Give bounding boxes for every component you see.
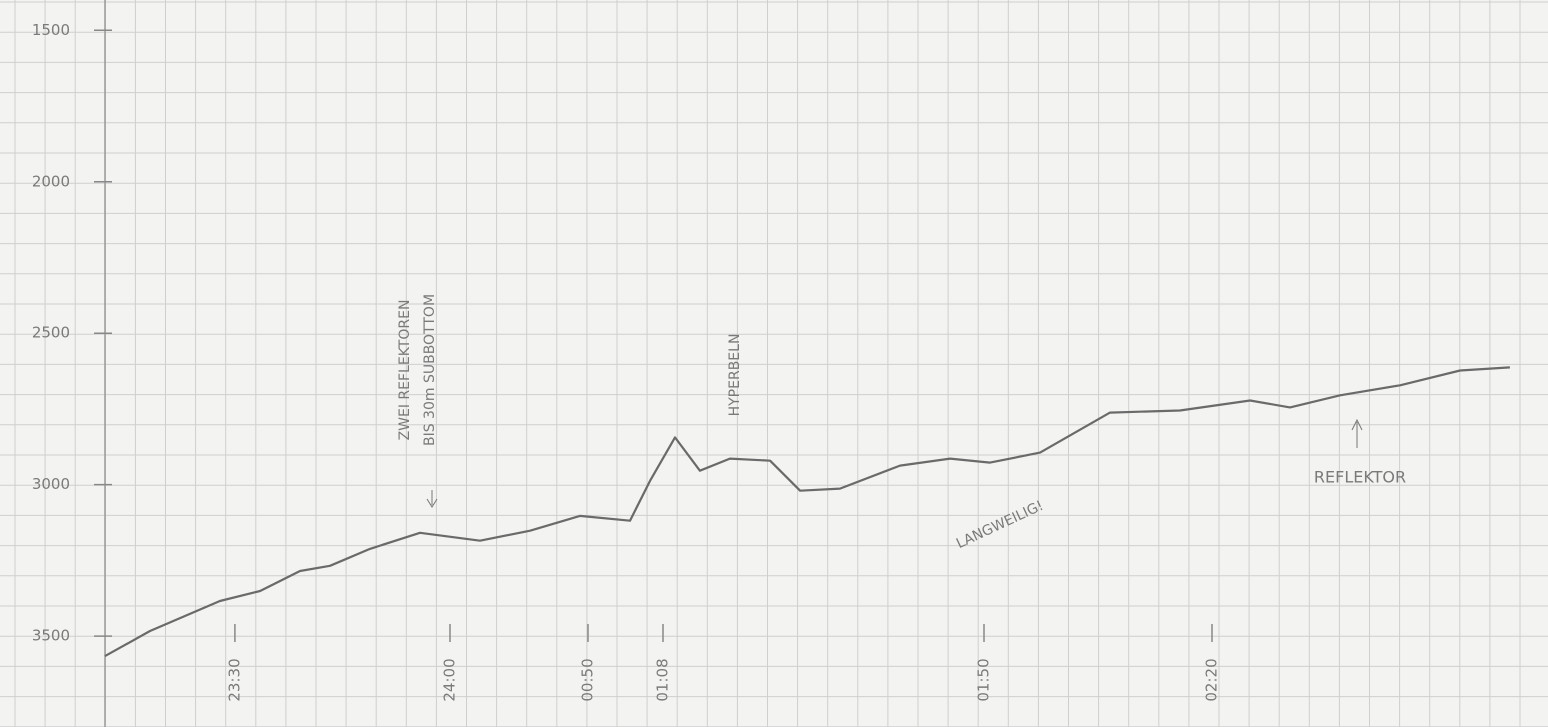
x-tick-label: 01:08 <box>654 658 672 701</box>
annotation: ZWEI REFLEKTOREN <box>397 300 413 441</box>
annotation: REFLEKTOR <box>1314 468 1406 487</box>
y-tick-label: 3500 <box>32 627 70 645</box>
x-tick-label: 00:50 <box>579 658 597 701</box>
annotation: BIS 30m SUBBOTTOM <box>422 294 438 446</box>
arrow <box>1351 418 1363 448</box>
annotation: HYPERBELN <box>727 334 743 417</box>
profile-line <box>104 366 1510 658</box>
y-tick-label: 2000 <box>32 172 70 190</box>
x-tick-label: 02:20 <box>1203 658 1221 701</box>
x-tick-label: 01:50 <box>975 658 993 701</box>
y-tick-label: 2500 <box>32 324 70 342</box>
y-tick-label: 3000 <box>32 475 70 493</box>
x-tick-label: 23:30 <box>225 658 243 701</box>
x-tick-label: 24:00 <box>441 658 459 701</box>
arrow <box>426 490 438 508</box>
y-tick-label: 1500 <box>32 21 70 39</box>
